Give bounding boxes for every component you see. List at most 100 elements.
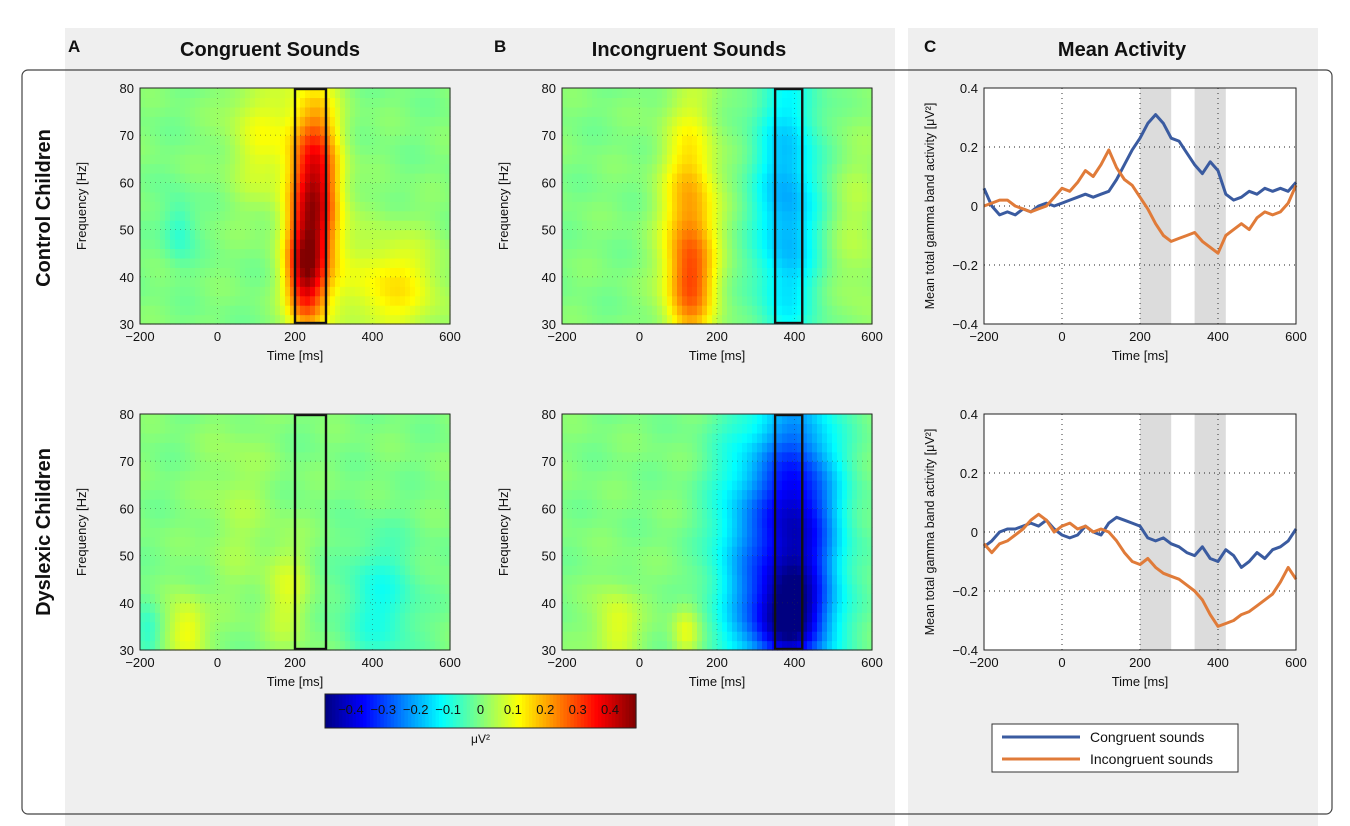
heatmap-cell (350, 154, 356, 165)
heatmap-cell (400, 527, 406, 538)
heatmap-cell (852, 229, 858, 240)
heatmap-cell (682, 257, 688, 268)
heatmap-cell (582, 267, 588, 278)
heatmap-cell (205, 191, 211, 202)
heatmap-cell (210, 555, 216, 566)
heatmap-cell (717, 182, 723, 193)
heatmap-cell (155, 631, 161, 642)
heatmap-cell (350, 106, 356, 117)
heatmap-cell (310, 432, 316, 443)
heatmap-cell (622, 125, 628, 136)
heatmap-cell (230, 480, 236, 491)
heatmap-cell (400, 229, 406, 240)
heatmap-cell (215, 555, 221, 566)
heatmap-cell (737, 116, 743, 127)
heatmap-cell (225, 135, 231, 146)
heatmap-cell (315, 621, 321, 632)
heatmap-cell (340, 182, 346, 193)
heatmap-cell (155, 267, 161, 278)
heatmap-cell (832, 125, 838, 136)
heatmap-cell (577, 640, 583, 651)
heatmap-cell (315, 470, 321, 481)
heatmap-cell (210, 163, 216, 174)
heatmap-cell (240, 314, 246, 325)
x-axis-label: Time [ms] (267, 348, 324, 363)
heatmap-cell (752, 276, 758, 287)
heatmap-cell (225, 125, 231, 136)
heatmap-cell (220, 423, 226, 434)
heatmap-cell (270, 574, 276, 585)
heatmap-cell (597, 154, 603, 165)
heatmap-cell (672, 210, 678, 221)
heatmap-cell (405, 286, 411, 297)
heatmap-cell (692, 286, 698, 297)
heatmap-cell (597, 565, 603, 576)
heatmap-cell (602, 125, 608, 136)
heatmap-cell (315, 257, 321, 268)
heatmap-cell (220, 432, 226, 443)
heatmap-cell (385, 116, 391, 127)
heatmap-cell (270, 470, 276, 481)
heatmap-cell (180, 574, 186, 585)
heatmap-cell (225, 442, 231, 453)
heatmap-cell (567, 144, 573, 155)
heatmap-cell (165, 135, 171, 146)
heatmap-cell (235, 517, 241, 528)
heatmap-cell (280, 517, 286, 528)
heatmap-cell (842, 286, 848, 297)
heatmap-cell (225, 286, 231, 297)
heatmap-cell (355, 295, 361, 306)
heatmap-cell (677, 191, 683, 202)
heatmap-cell (295, 593, 301, 604)
heatmap-cell (275, 191, 281, 202)
heatmap-cell (195, 423, 201, 434)
heatmap-cell (210, 517, 216, 528)
heatmap-cell (315, 135, 321, 146)
heatmap-cell (440, 163, 446, 174)
heatmap-cell (260, 602, 266, 613)
heatmap-cell (170, 163, 176, 174)
heatmap-cell (572, 295, 578, 306)
heatmap-cell (410, 498, 416, 509)
heatmap-cell (345, 135, 351, 146)
heatmap-cell (440, 414, 446, 425)
heatmap-cell (160, 480, 166, 491)
heatmap-cell (642, 220, 648, 231)
heatmap-cell (140, 583, 146, 594)
heatmap-cell (612, 116, 618, 127)
heatmap-cell (370, 97, 376, 108)
heatmap-cell (305, 286, 311, 297)
heatmap-cell (607, 97, 613, 108)
heatmap-cell (265, 583, 271, 594)
heatmap-cell (260, 191, 266, 202)
heatmap-cell (582, 257, 588, 268)
heatmap-cell (185, 154, 191, 165)
heatmap-cell (180, 583, 186, 594)
heatmap-cell (832, 163, 838, 174)
heatmap-cell (577, 116, 583, 127)
heatmap-cell (682, 220, 688, 231)
heatmap-cell (742, 191, 748, 202)
heatmap-cell (702, 305, 708, 316)
heatmap-cell (400, 276, 406, 287)
heatmap-cell (205, 295, 211, 306)
heatmap-cell (170, 97, 176, 108)
heatmap-cell (577, 295, 583, 306)
heatmap-cell (827, 172, 833, 183)
heatmap-cell (385, 423, 391, 434)
heatmap-cell (285, 154, 291, 165)
heatmap-cell (395, 239, 401, 250)
heatmap-cell (390, 517, 396, 528)
heatmap-cell (857, 239, 863, 250)
heatmap-cell (757, 182, 763, 193)
heatmap-cell (255, 239, 261, 250)
heatmap-cell (220, 442, 226, 453)
y-tick-label: 40 (120, 596, 134, 611)
heatmap-cell (340, 106, 346, 117)
heatmap-cell (320, 612, 326, 623)
heatmap-cell (335, 451, 341, 462)
heatmap-cell (155, 229, 161, 240)
heatmap-cell (832, 172, 838, 183)
heatmap-cell (345, 640, 351, 651)
heatmap-cell (325, 88, 331, 99)
